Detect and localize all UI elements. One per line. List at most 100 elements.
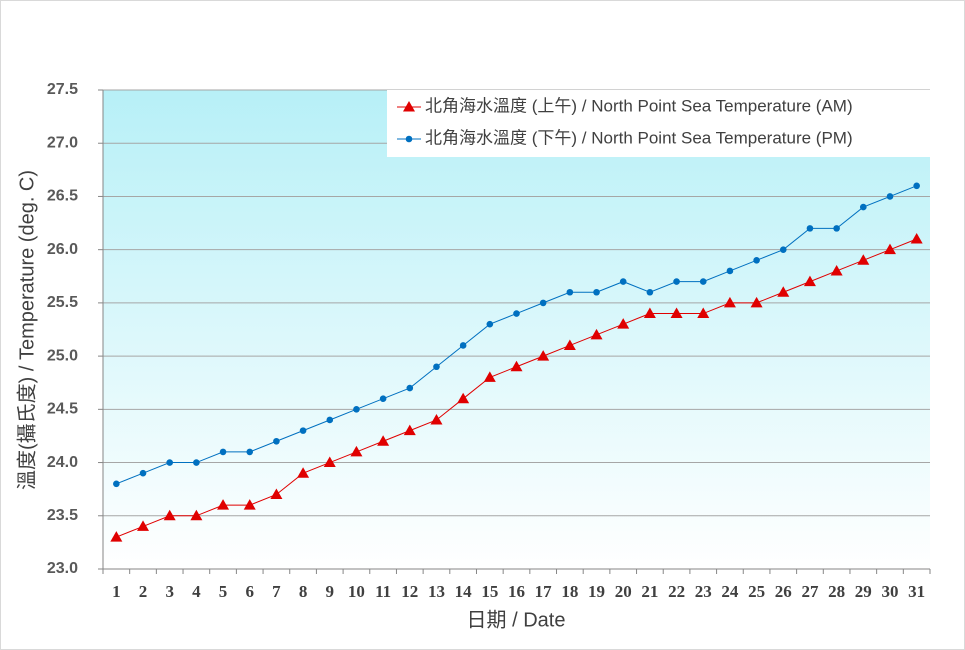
x-tick-label: 1 — [112, 582, 121, 601]
y-tick-label: 24.0 — [47, 454, 78, 471]
x-tick-label: 22 — [668, 582, 685, 601]
data-point — [217, 499, 230, 510]
data-point — [806, 225, 814, 232]
data-point — [619, 278, 627, 285]
data-point — [643, 307, 656, 319]
data-point — [779, 246, 787, 253]
data-point — [833, 225, 840, 232]
data-point — [486, 320, 494, 328]
x-tick-label: 6 — [245, 582, 254, 601]
x-tick-label: 17 — [535, 582, 553, 601]
data-point — [113, 480, 120, 488]
data-point — [457, 392, 470, 404]
legend: 北角海水溫度 (上午) / North Point Sea Temperatur… — [387, 90, 930, 157]
data-point — [803, 275, 816, 287]
data-point — [646, 288, 654, 296]
x-tick-label: 20 — [615, 582, 632, 601]
plot-area — [103, 90, 930, 569]
data-point — [510, 360, 523, 372]
data-point — [137, 520, 150, 531]
data-point — [166, 459, 173, 466]
data-point — [190, 509, 203, 521]
y-tick-label: 25.0 — [47, 347, 78, 364]
x-tick-label: 30 — [881, 582, 898, 601]
data-point — [750, 296, 763, 308]
data-point — [139, 469, 147, 477]
data-point — [246, 448, 254, 456]
data-point — [110, 531, 123, 542]
y-axis-title: 溫度(攝氏度) / Temperature (deg. C) — [15, 170, 38, 490]
data-point — [459, 342, 467, 349]
x-tick-label: 8 — [299, 582, 308, 601]
data-point — [566, 288, 574, 296]
data-point — [913, 182, 920, 190]
data-point — [726, 267, 734, 275]
data-point — [243, 499, 256, 510]
x-axis-title: 日期 / Date — [467, 609, 566, 631]
data-point — [483, 371, 496, 382]
y-tick-label: 25.5 — [47, 294, 78, 311]
x-tick-label: 9 — [326, 582, 335, 601]
x-tick-label: 3 — [165, 582, 174, 601]
data-point — [886, 193, 894, 200]
data-point — [163, 509, 176, 521]
x-tick-label: 26 — [775, 582, 792, 601]
x-tick-label: 15 — [481, 582, 498, 601]
x-tick-label: 27 — [801, 582, 819, 601]
data-point — [513, 310, 520, 317]
data-point — [323, 456, 336, 468]
data-point — [699, 278, 707, 285]
legend-marker — [405, 135, 413, 143]
y-tick-label: 27.0 — [47, 134, 78, 151]
y-tick-label: 26.5 — [47, 188, 78, 205]
x-tick-label: 2 — [139, 582, 148, 601]
data-point — [350, 445, 363, 457]
data-point — [326, 416, 334, 424]
data-point — [670, 307, 683, 319]
data-point — [590, 328, 603, 340]
data-point — [777, 286, 790, 297]
x-tick-label: 21 — [641, 582, 658, 601]
data-point — [353, 406, 360, 413]
x-tick-label: 23 — [695, 582, 712, 601]
x-tick-label: 12 — [401, 582, 418, 601]
data-point — [297, 467, 310, 478]
data-point — [857, 254, 870, 265]
x-tick-label: 10 — [348, 582, 365, 601]
x-tick-label: 16 — [508, 582, 525, 601]
data-point — [379, 395, 387, 402]
data-point — [377, 435, 390, 446]
y-tick-label: 24.5 — [47, 401, 78, 418]
data-point — [403, 424, 416, 436]
data-point — [617, 318, 630, 329]
x-tick-label: 24 — [721, 582, 739, 601]
data-point — [193, 459, 200, 466]
x-tick-label: 28 — [828, 582, 845, 601]
x-tick-label: 13 — [428, 582, 445, 601]
x-tick-label: 4 — [192, 582, 201, 601]
legend-label: 北角海水溫度 (下午) / North Point Sea Temperatur… — [425, 128, 853, 147]
data-point — [673, 278, 680, 285]
x-tick-label: 14 — [455, 582, 473, 601]
legend-marker — [403, 101, 415, 112]
data-point — [537, 350, 550, 361]
y-tick-label: 26.0 — [47, 241, 78, 258]
x-tick-label: 7 — [272, 582, 281, 601]
x-tick-label: 29 — [855, 582, 872, 601]
data-point — [563, 339, 576, 350]
y-tick-label: 23.0 — [47, 560, 78, 577]
data-point — [270, 488, 283, 499]
data-point — [830, 264, 843, 276]
data-point — [753, 257, 760, 264]
data-point — [697, 307, 710, 319]
x-tick-label: 18 — [561, 582, 578, 601]
data-point — [539, 299, 547, 307]
data-point — [910, 233, 923, 244]
legend-label: 北角海水溫度 (上午) / North Point Sea Temperatur… — [425, 96, 853, 115]
y-tick-label: 23.5 — [47, 507, 78, 524]
data-point — [299, 427, 307, 434]
data-point — [593, 288, 600, 296]
data-point — [430, 413, 443, 425]
data-point — [883, 243, 896, 255]
